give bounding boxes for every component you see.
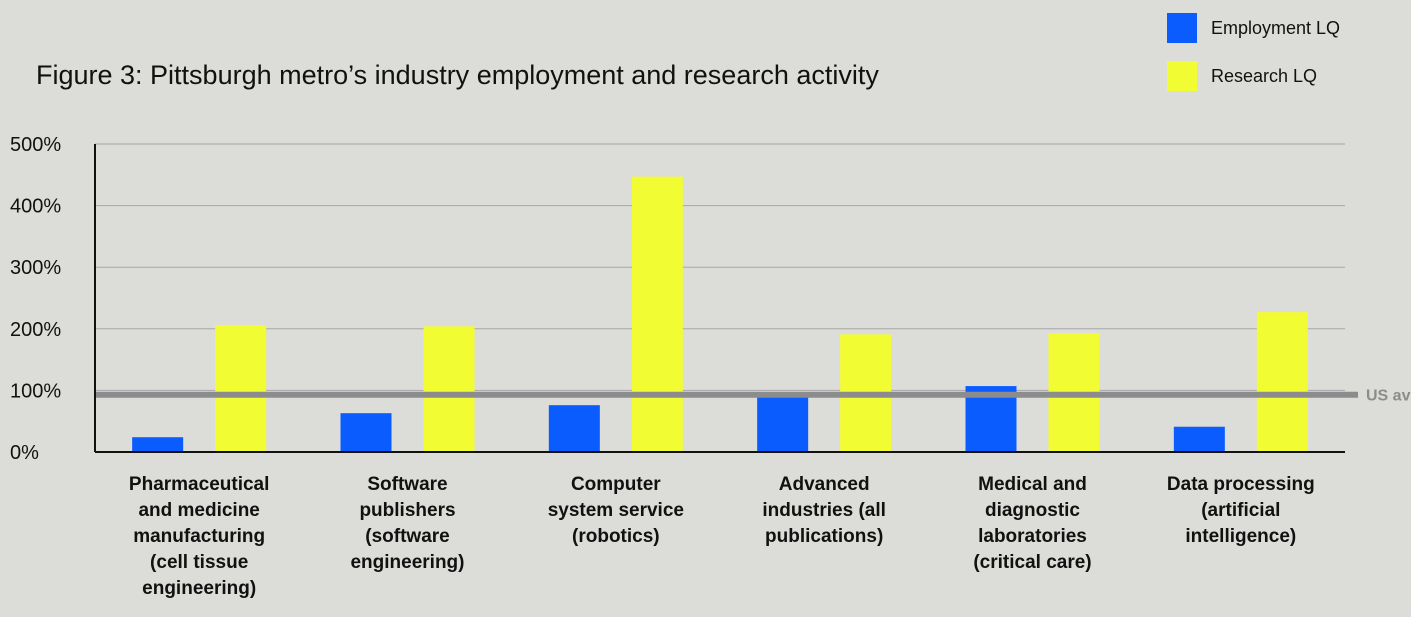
- x-category-label-line: Advanced: [779, 474, 870, 495]
- x-category-label-line: (software: [365, 526, 449, 547]
- us-average-label: US avg.: [1366, 388, 1411, 405]
- employment-bar-5: [1173, 426, 1225, 452]
- y-tick-label: 400%: [10, 196, 61, 218]
- x-category-label-line: engineering): [142, 578, 256, 599]
- employment-bar-0: [132, 437, 184, 452]
- legend-swatch-1: [1167, 61, 1197, 91]
- y-tick-label: 500%: [10, 134, 61, 156]
- y-tick-label: 200%: [10, 319, 61, 341]
- employment-bar-1: [340, 413, 392, 452]
- x-category-label-line: manufacturing: [133, 526, 265, 547]
- x-category-label-line: Pharmaceutical: [129, 474, 269, 495]
- legend-label-0: Employment LQ: [1211, 18, 1340, 38]
- x-category-label-line: (cell tissue: [150, 552, 248, 573]
- y-tick-label: 300%: [10, 257, 61, 279]
- x-category-label-line: Software: [367, 474, 447, 495]
- x-category-label-4: Medical and diagnostic laboratories (critic…: [973, 474, 1091, 573]
- axes: [94, 144, 1345, 453]
- gridlines: [95, 143, 1345, 391]
- x-axis-category-labels: Pharmaceutical and medicine manufacturing (…: [129, 474, 1315, 599]
- research-bar-1: [423, 326, 475, 452]
- reference-line-group: US avg.: [95, 388, 1411, 405]
- y-tick-label: 100%: [10, 380, 61, 402]
- x-category-label-line: publishers: [359, 500, 455, 521]
- bars: [132, 176, 1308, 452]
- x-category-label-line: industries (all: [762, 500, 886, 521]
- research-bar-5: [1256, 312, 1308, 452]
- y-axis-ticks: 0% 100% 200% 300% 400% 500%: [10, 134, 61, 464]
- x-category-label-line: publications): [765, 526, 883, 547]
- x-category-label-line: intelligence): [1185, 526, 1296, 547]
- x-category-label-line: system service: [548, 500, 684, 521]
- x-category-label-3: Advanced industries (all publications): [762, 474, 886, 547]
- x-category-label-line: Data processing: [1167, 474, 1315, 495]
- employment-bar-2: [548, 405, 600, 452]
- x-category-label-line: Medical and: [978, 474, 1087, 495]
- legend: Employment LQ Research LQ: [1167, 13, 1340, 91]
- x-category-label-line: (artificial: [1201, 500, 1280, 521]
- x-category-label-line: engineering): [350, 552, 464, 573]
- research-bar-0: [215, 325, 267, 452]
- x-category-label-5: Data processing (artificial intelligence): [1167, 474, 1315, 547]
- x-category-label-line: Computer: [571, 474, 661, 495]
- y-tick-label: 0%: [10, 442, 39, 464]
- research-bar-2: [631, 176, 683, 452]
- x-category-label-line: (robotics): [572, 526, 660, 547]
- x-category-label-line: laboratories: [978, 526, 1087, 547]
- x-category-label-0: Pharmaceutical and medicine manufacturing (…: [129, 474, 269, 599]
- chart-title: Figure 3: Pittsburgh metro’s industry em…: [36, 60, 879, 90]
- x-category-label-line: and medicine: [138, 500, 259, 521]
- employment-bar-3: [757, 395, 809, 452]
- legend-label-1: Research LQ: [1211, 66, 1317, 86]
- x-category-label-line: (critical care): [973, 552, 1091, 573]
- x-category-label-2: Computer system service (robotics): [548, 474, 684, 547]
- x-category-label-line: diagnostic: [985, 500, 1080, 521]
- x-category-label-1: Software publishers (software engineering): [350, 474, 464, 573]
- legend-swatch-0: [1167, 13, 1197, 43]
